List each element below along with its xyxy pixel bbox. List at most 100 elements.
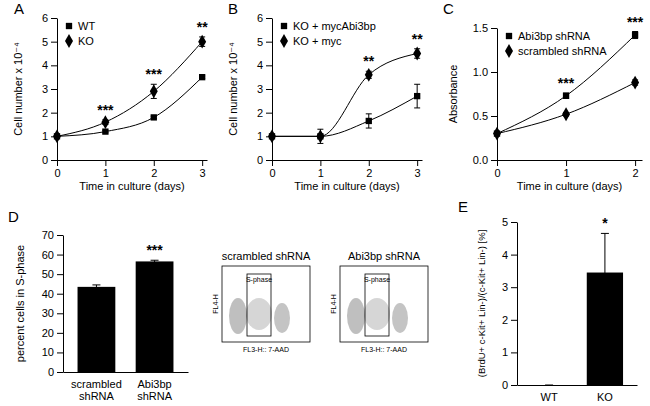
tick-label: 1.5 xyxy=(473,22,488,34)
legend-marker xyxy=(280,34,288,48)
tick-label: 4 xyxy=(42,59,48,71)
error-cap xyxy=(414,107,420,108)
tick-label: 50 xyxy=(42,268,54,280)
plot-area xyxy=(78,261,174,372)
tick-mark xyxy=(369,160,370,166)
y-axis-title: (BrdU+ c-Kit+ Lin-)/(c-Kit+ Lin-) [%] xyxy=(476,230,487,378)
error-bar xyxy=(601,233,609,311)
figure: A01234560123Cell number x 10⁻⁴Time in cu… xyxy=(0,0,650,406)
tick: 40 xyxy=(42,288,63,300)
tick-mark xyxy=(202,160,203,166)
gate xyxy=(365,274,389,336)
annotation: *** xyxy=(97,102,114,118)
inset-x-title: FL3-H:: 7-AAD xyxy=(361,346,407,353)
tick-label: 30 xyxy=(42,307,54,319)
tick-label-line: Abi3bp xyxy=(137,378,171,390)
tick-mark xyxy=(51,65,57,66)
tick-label-line: scrambled xyxy=(71,378,122,390)
error-bar xyxy=(414,84,420,108)
tick: 10 xyxy=(42,346,63,358)
x-axis-title: Time in culture (days) xyxy=(517,180,622,192)
flow-inset: Abi3bp shRNAS-phaseFL4-HFL3-H:: 7-AAD xyxy=(330,250,428,353)
tick: 3 xyxy=(415,160,421,179)
marker xyxy=(414,93,420,99)
tick-mark xyxy=(105,160,106,166)
marker xyxy=(198,35,206,49)
x-axis-title: Time in culture (days) xyxy=(294,180,399,192)
tick: 3 xyxy=(200,160,206,179)
tick-label: 4 xyxy=(502,249,508,261)
x-axis: 012 xyxy=(494,160,642,179)
cell-cloud xyxy=(246,298,272,330)
tick-label: 0 xyxy=(257,154,263,166)
tick-mark xyxy=(566,160,567,166)
tick: 4 xyxy=(42,59,57,71)
tick-label: WT xyxy=(541,391,558,403)
y-axis-title: percent cells in S-phase xyxy=(14,245,26,362)
marker xyxy=(53,129,61,143)
tick-label: 0 xyxy=(494,167,500,179)
annotation: *** xyxy=(627,14,644,30)
marker xyxy=(365,68,373,82)
tick-mark xyxy=(491,160,497,161)
tick-label: 5 xyxy=(502,216,508,228)
tick-mark xyxy=(57,313,63,314)
tick-mark xyxy=(51,42,57,43)
tick-mark xyxy=(497,160,498,166)
bar xyxy=(136,261,174,372)
error-bar xyxy=(92,285,100,289)
tick-label: 6 xyxy=(42,12,48,24)
tick: 1 xyxy=(563,160,569,179)
tick-label: 2 xyxy=(502,314,508,326)
tick: Abi3bpshRNA xyxy=(137,372,173,402)
error-cap xyxy=(632,31,638,32)
error-bar xyxy=(545,385,553,386)
x-axis: 0123 xyxy=(54,160,207,179)
figure-svg: A01234560123Cell number x 10⁻⁴Time in cu… xyxy=(0,0,650,406)
tick-mark xyxy=(51,89,57,90)
tick: 4 xyxy=(257,59,272,71)
inset-x-title: FL3-H:: 7-AAD xyxy=(243,346,289,353)
tick: 70 xyxy=(42,229,63,241)
inset-y-title: FL4-H xyxy=(330,294,337,313)
tick-label: scrambledshRNA xyxy=(71,378,122,403)
tick-mark xyxy=(511,222,517,223)
tick-label-line: KO xyxy=(597,391,613,403)
tick: 1.5 xyxy=(473,22,497,34)
tick-label: 3 xyxy=(257,83,263,95)
tick-mark xyxy=(57,274,63,275)
y-axis: 010203040506070 xyxy=(42,229,64,378)
tick: 0 xyxy=(269,160,275,179)
annotation: ** xyxy=(363,53,374,69)
y-axis-title: Cell number x 10⁻⁴ xyxy=(12,42,24,136)
tick: 3 xyxy=(502,281,517,293)
tick-label: 70 xyxy=(42,229,54,241)
legend-label: KO xyxy=(78,35,94,47)
error-cap xyxy=(151,260,159,261)
x-axis: WT KO xyxy=(518,385,638,403)
error-cap xyxy=(601,233,609,234)
tick: 2 xyxy=(366,160,372,179)
annotation: ** xyxy=(197,19,208,35)
tick: 1.0 xyxy=(473,66,497,78)
cell-cloud xyxy=(274,303,290,333)
cell-cloud xyxy=(229,298,247,334)
inset-title: scrambled shRNA xyxy=(222,250,311,262)
tick: 2 xyxy=(151,160,157,179)
tick-label-line: WT xyxy=(541,391,558,403)
legend-marker xyxy=(506,33,512,39)
x-axis: 0123 xyxy=(269,160,422,179)
legend-label: Abi3bp shRNA xyxy=(518,30,591,42)
tick-mark xyxy=(511,385,517,386)
marker xyxy=(562,107,570,121)
y-axis-title: Absorbance xyxy=(447,65,459,124)
gate-label: S-phase xyxy=(246,276,272,284)
tick: 4 xyxy=(502,249,517,261)
tick-label: 1.0 xyxy=(473,66,488,78)
tick-mark xyxy=(266,160,272,161)
series-line xyxy=(272,54,417,137)
tick: 3 xyxy=(42,83,57,95)
tick-mark xyxy=(266,18,272,19)
error-stem xyxy=(96,285,97,289)
tick-mark xyxy=(511,352,517,353)
